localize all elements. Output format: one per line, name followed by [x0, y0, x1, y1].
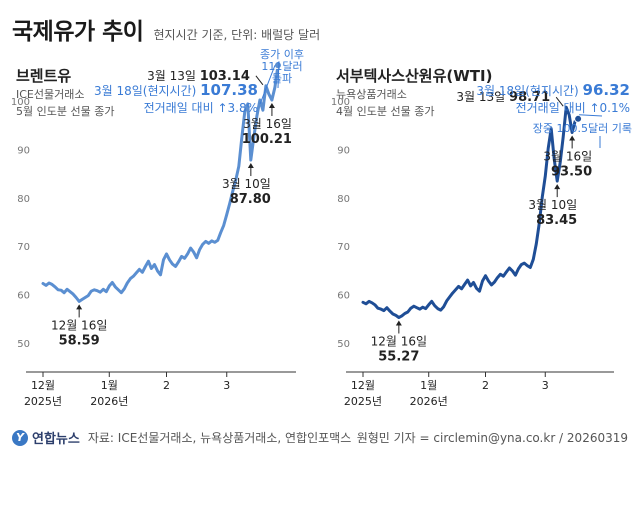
- wti-annotation-date-part-2: 3월 13일: [456, 90, 509, 104]
- brent-annotation-arrow-1: [247, 163, 254, 169]
- brent-x-tick-year-22: 2026년: [90, 395, 128, 408]
- wti-annotation-value-0: 55.27: [378, 349, 419, 364]
- brent-annotation-date-2: 3월 13일 103.14: [147, 69, 250, 84]
- wti-annotation-arrow-1: [554, 184, 561, 190]
- wti-y-tick-80: 80: [337, 194, 350, 205]
- brent-annotation-value-3: 100.21: [242, 132, 292, 147]
- brent-y-tick-60: 60: [17, 291, 30, 302]
- wti-annotation-arrow-3: [569, 135, 576, 141]
- brent-annotation-value-2: 103.14: [200, 69, 250, 84]
- brent-note-pointer: [277, 61, 280, 89]
- brent-x-tick-label-61: 3: [223, 379, 230, 392]
- logo-text: 연합뉴스: [32, 432, 80, 447]
- brent-annotation-date-3: 3월 16일: [243, 117, 292, 131]
- wti-y-tick-50: 50: [337, 339, 350, 350]
- wti-note-line-0: 장중 100.5달러 기록: [533, 122, 632, 135]
- brent-contract-label: 5월 인도분 선물 종가: [16, 105, 114, 118]
- brent-y-tick-70: 70: [17, 242, 30, 253]
- yonhap-logo-icon: Y: [12, 429, 28, 446]
- wti-annotation-date-3: 3월 16일: [543, 149, 592, 163]
- brent-x-tick-label-41: 2: [163, 379, 170, 392]
- wti-latest-date: 3월 18일(현지시간): [476, 84, 582, 98]
- wti-x-tick-label-22: 1월: [420, 379, 437, 392]
- wti-x-tick-label-61: 3: [542, 379, 549, 392]
- wti-x-tick-year-0: 2025년: [344, 395, 382, 408]
- wti-x-tick-year-22: 2026년: [410, 395, 448, 408]
- brent-y-tick-50: 50: [17, 339, 30, 350]
- brent-chart-title: 브렌트유: [16, 67, 71, 85]
- wti-y-tick-70: 70: [337, 242, 350, 253]
- wti-annotation-value-2: 98.71: [509, 90, 550, 105]
- wti-latest-value: 96.32: [583, 81, 630, 99]
- wti-annotation-date-2: 3월 13일 98.71: [456, 90, 550, 105]
- wti-y-tick-60: 60: [337, 291, 350, 302]
- wti-latest-pointer: [579, 114, 603, 117]
- wti-annotation-date-0: 12월 16일: [371, 334, 427, 348]
- wti-annotation-value-3: 93.50: [551, 164, 592, 179]
- header: 국제유가 추이 현지시간 기준, 단위: 배럴당 달러: [12, 12, 320, 46]
- wti-annotation-date-1: 3월 10일: [528, 198, 577, 212]
- wti-latest-change: 전거래일 대비 ↑0.1%: [516, 101, 630, 115]
- brent-annotation-date-part-2: 3월 13일: [147, 69, 200, 83]
- brent-annotation-date-0: 12월 16일: [51, 318, 107, 332]
- source-note: 자료: ICE선물거래소, 뉴욕상품거래소, 연합인포맥스: [87, 431, 352, 445]
- brent-note-line-0: 종가 이후: [260, 48, 304, 61]
- brent-latest-date: 3월 18일(현지시간): [94, 84, 200, 98]
- brent-latest-label: 3월 18일(현지시간) 107.38: [94, 81, 258, 99]
- wti-annotation-pointer-2: [555, 96, 564, 107]
- brent-annotation-value-0: 58.59: [59, 333, 100, 348]
- wti-contract-label: 4월 인도분 선물 종가: [336, 105, 434, 118]
- brent-note-line-1: 111달러: [261, 60, 302, 73]
- page-subtitle: 현지시간 기준, 단위: 배럴당 달러: [153, 28, 321, 42]
- brent-series-line: [41, 63, 280, 303]
- brent-y-tick-90: 90: [17, 145, 30, 156]
- wti-chart-title: 서부텍사스산원유(WTI): [336, 67, 492, 85]
- wti-x-tick-label-41: 2: [482, 379, 489, 392]
- credit-note: 원형민 기자 = circlemin@yna.co.kr / 20260319: [356, 431, 628, 445]
- brent-source-line: ICE선물거래소: [16, 88, 84, 101]
- wti-source-line: 뉴욕상품거래소: [336, 88, 407, 101]
- wti-annotation-value-1: 83.45: [536, 213, 577, 228]
- wti-y-tick-100: 100: [331, 97, 350, 108]
- brent-annotation-pointer-2: [255, 75, 264, 86]
- brent-annotation-value-1: 87.80: [230, 192, 271, 207]
- brent-x-tick-year-0: 2025년: [24, 395, 62, 408]
- wti-latest-label: 3월 18일(현지시간) 96.32: [476, 81, 630, 99]
- brent-y-tick-100: 100: [11, 97, 30, 108]
- wti-latest-point: [574, 114, 583, 123]
- wti-x-tick-label-0: 12월: [351, 379, 375, 392]
- brent-annotation-arrow-3: [268, 102, 275, 108]
- brent-latest-change: 전거래일 대비 ↑3.8%: [144, 101, 258, 115]
- brent-latest-value: 107.38: [200, 81, 258, 99]
- wti-annotation-arrow-0: [395, 320, 402, 326]
- footer: Y 연합뉴스 자료: ICE선물거래소, 뉴욕상품거래소, 연합인포맥스 원형민…: [12, 428, 628, 447]
- yonhap-logo: Y 연합뉴스: [12, 428, 80, 447]
- brent-annotation-date-1: 3월 10일: [222, 177, 271, 191]
- page-title: 국제유가 추이: [12, 19, 144, 45]
- brent-y-tick-80: 80: [17, 194, 30, 205]
- brent-x-tick-label-22: 1월: [101, 379, 118, 392]
- brent-note-line-2: 돌파: [272, 72, 292, 85]
- wti-y-tick-90: 90: [337, 145, 350, 156]
- brent-x-tick-label-0: 12월: [31, 379, 55, 392]
- brent-annotation-arrow-0: [76, 304, 83, 310]
- brent-latest-pointer: [259, 65, 276, 105]
- wti-series-line: [361, 105, 580, 319]
